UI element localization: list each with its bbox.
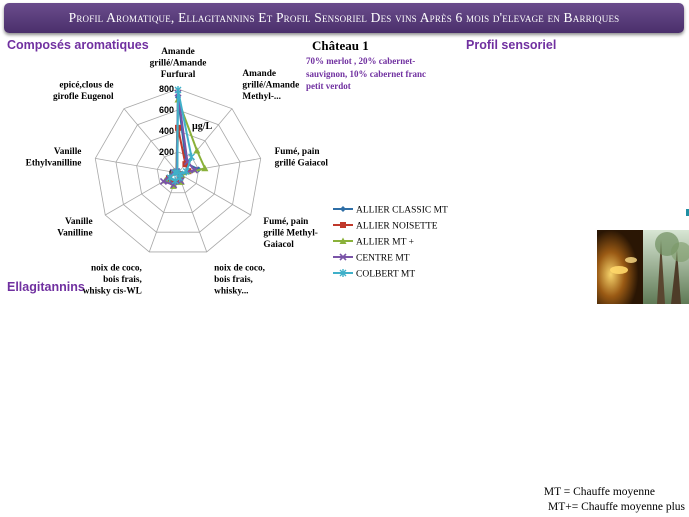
legend-marker-0 (340, 206, 346, 212)
category-label-3: Fumé, pain grillé Methyl-Gaiacol (263, 217, 317, 250)
category-label-6: Vanille Vanilline (57, 217, 92, 239)
radar-ring-1 (156, 151, 200, 194)
legend-marker-3 (339, 253, 347, 261)
section-sensory: Profil sensoriel (466, 38, 557, 52)
legend-label-3: CENTRE MT (356, 254, 410, 264)
series-4-point-0 (174, 86, 182, 95)
legend-marker-2 (339, 237, 347, 244)
footnote-mt: MT = Chauffe moyenne (543, 486, 655, 498)
radar-tick-1: 200 (159, 147, 174, 157)
section-aromatic: Composés aromatiques (7, 38, 149, 52)
barrel-photo (597, 230, 689, 304)
legend-label-0: ALLIER CLASSIC MT (356, 206, 448, 216)
radar-ring-4 (94, 88, 262, 253)
radar-spoke-7 (95, 158, 179, 174)
series-3-point-2 (190, 166, 199, 174)
section-ellagitannins: Ellagitannins (7, 280, 85, 294)
category-label-5: noix de coco, bois frais, whisky cis-WL (83, 263, 142, 296)
legend-label-1: ALLIER NOISETTE (356, 222, 438, 232)
radar-tick-labels: 0200400600800 (159, 84, 174, 178)
category-label-1: Amande grillé/Amande Methyl-... (242, 69, 299, 102)
series-4-point-8 (173, 168, 181, 177)
series-2-point-1 (193, 146, 201, 154)
radar-tick-4: 800 (159, 84, 174, 94)
radar-spoke-8 (123, 108, 179, 174)
legend-label-4: COLBERT MT (356, 270, 415, 280)
legend-marker-4 (339, 269, 347, 277)
category-label-2: Fumé, pain grillé Gaiacol (275, 147, 329, 169)
series-4-point-2 (182, 167, 190, 176)
category-label-7: Vanille Ethylvanilline (26, 147, 82, 169)
category-label-4: noix de coco, bois frais, whisky... (214, 263, 265, 296)
blend-description: 70% merlot , 20% cabernet-sauvignon, 10%… (306, 56, 426, 91)
legend-marker-1 (340, 222, 346, 228)
edge-marker (686, 209, 689, 216)
radar-tick-2: 400 (159, 126, 174, 136)
series-4-point-1 (188, 152, 195, 161)
footnote-mt-plus: MT+= Chauffe moyenne plus (547, 501, 685, 513)
radar-spoke-4 (177, 172, 208, 253)
series-2-point-2 (201, 164, 209, 172)
legend-label-2: ALLIER MT + (356, 238, 414, 248)
series-3-point-6 (159, 177, 168, 185)
radar-ring-2 (136, 130, 220, 213)
page-title: Profil Aromatique, Ellagitannins Et Prof… (68, 10, 620, 25)
radar-spoke-3 (177, 172, 251, 216)
radar-tick-3: 600 (159, 105, 174, 115)
radar-category-labels: Amande grillé/Amande Furfural Amande grillé/… (26, 47, 329, 296)
series-4-point-6 (166, 173, 174, 182)
chart-legend: ALLIER CLASSIC MT ALLIER NOISETTE ALLIER M… (333, 206, 448, 280)
unit-label: µg/L (192, 121, 213, 132)
category-label-0: Amande grillé/Amande Furfural (150, 47, 207, 80)
series-4 (166, 86, 195, 185)
category-label-8: epicé,clous de girofle Eugenol (53, 80, 114, 102)
radar-series-group (159, 86, 209, 189)
radar-ring-3 (115, 109, 241, 233)
series-4-point-5 (171, 176, 179, 185)
chateau-name: Château 1 (312, 38, 369, 53)
title-banner: Profil Aromatique, Ellagitannins Et Prof… (4, 3, 684, 33)
